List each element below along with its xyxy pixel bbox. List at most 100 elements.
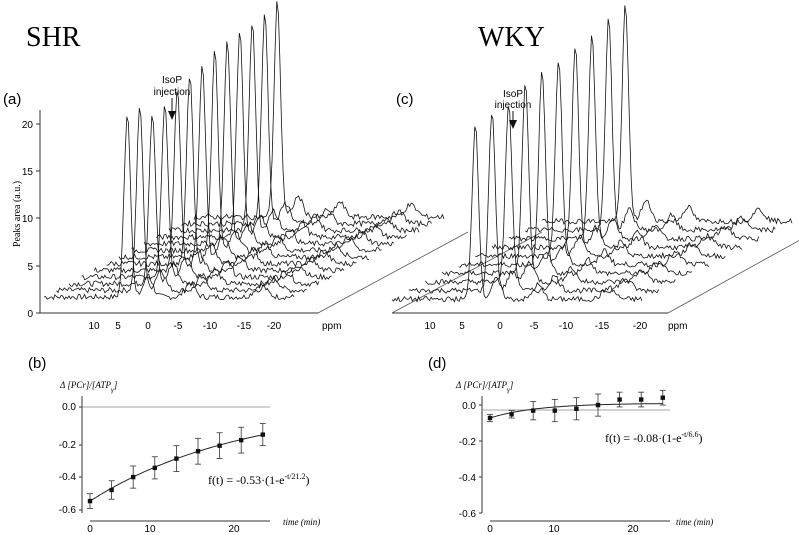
xtick-label-b: 0 [87, 524, 93, 535]
data-point [174, 456, 179, 461]
spectrum-trace [525, 18, 776, 234]
data-point [131, 474, 136, 480]
injection-arrowhead-a [168, 111, 176, 120]
ytick-label-b: -0.6 [59, 505, 77, 516]
spectrum-trace [81, 106, 332, 281]
xtick-label-a: 5 [115, 321, 121, 332]
xtick-label-a: 0 [145, 321, 151, 332]
data-point [217, 443, 222, 448]
ytick-label-b: 0.0 [62, 402, 76, 413]
ytick-label-b: -0.4 [59, 472, 77, 483]
data-point [152, 465, 157, 471]
kinetics-xlabel-b: time (min) [283, 517, 320, 527]
data-point [195, 449, 201, 454]
xtick-label-a: 10 [88, 321, 100, 332]
xtick-label-c: 5 [459, 321, 465, 332]
kinetics-ylabel-b: Δ [PCr]/[ATPγ] [59, 380, 118, 394]
xtick-label-c: -5 [530, 321, 539, 332]
fit-formula-b: f(t) = -0.53·(1-e-t/21.2) [208, 472, 310, 487]
spectrum-trace [458, 72, 710, 268]
data-point [260, 432, 265, 437]
isop-annotation-a-line2: injection [154, 87, 191, 98]
ytick-label-a: 5 [27, 262, 33, 273]
xtick-label-d: 10 [548, 524, 560, 535]
ytick-label-a: 0 [27, 309, 33, 320]
panel-label-a: (a) [3, 91, 21, 108]
kinetics-xlabel-d: time (min) [676, 517, 713, 527]
xtick-label-b: 10 [144, 524, 156, 535]
spectrum-trace [106, 78, 357, 268]
xtick-label-a: -20 [267, 321, 282, 332]
depth-axis-c-right [667, 240, 799, 314]
kinetics-panel-wky: Δ [PCr]/[ATPγ] 0.0 -0.2 -0.4 -0.6 0 10 2… [455, 380, 713, 535]
xtick-label-c: -20 [633, 321, 648, 332]
spectrum-trace [68, 116, 320, 288]
spectra-panel-wky: 10 5 0 -5 -10 -15 -20 ppm IsoP injection [391, 5, 799, 332]
data-point [660, 395, 665, 400]
spectrum-trace [475, 62, 726, 260]
data-point [531, 408, 536, 413]
data-point [595, 402, 601, 408]
isop-annotation-c-line2: injection [495, 100, 532, 111]
fit-formula-d: f(t) = -0.08·(1-e-t/6.6) [605, 430, 703, 445]
spectra-traces-shr [43, 1, 445, 301]
spectrum-trace [441, 85, 693, 277]
xtick-label-a: -15 [237, 321, 252, 332]
xtick-label-c: -10 [559, 321, 574, 332]
ytick-label-a: 15 [22, 167, 34, 178]
data-point [552, 408, 557, 413]
header-shr: SHR [26, 22, 81, 53]
xtick-label-a: -5 [174, 321, 183, 332]
spectra-panel-shr: Peaks area (a.u.) 0 5 10 15 20 10 5 0 -5… [12, 1, 469, 332]
depth-axis-a [317, 231, 469, 314]
spectrum-trace [491, 48, 743, 251]
ytick-label-b: -0.2 [59, 440, 77, 451]
spectrum-trace [391, 126, 643, 303]
data-point [487, 415, 493, 421]
spectra-traces-wky [391, 5, 793, 303]
isop-annotation-a-line1: IsoP [162, 75, 182, 86]
data-point [639, 397, 644, 402]
spectrum-trace [56, 108, 307, 294]
panel-label-d: (d) [428, 355, 446, 372]
ytick-label-d: 0.0 [462, 401, 476, 412]
xtick-label-c: 0 [497, 321, 503, 332]
data-point [574, 406, 579, 411]
xtick-label-a: -10 [203, 321, 218, 332]
spectrum-trace [541, 5, 793, 225]
ytick-label-a: 10 [22, 214, 34, 225]
kinetics-data-shr [87, 423, 266, 509]
spectrum-trace [181, 14, 432, 228]
data-point [87, 498, 93, 504]
ytick-label-d: -0.6 [459, 509, 477, 520]
spectrum-trace [424, 106, 676, 286]
kinetics-panel-shr: Δ [PCr]/[ATPγ] 0.0 -0.2 -0.4 -0.6 0 10 2… [59, 380, 320, 535]
panel-label-c: (c) [396, 91, 414, 108]
xtick-label-d: 20 [627, 524, 639, 535]
spectrum-trace [93, 91, 345, 274]
injection-arrowhead-c [509, 120, 517, 129]
ytick-label-a: 20 [22, 120, 34, 131]
spectrum-trace [43, 116, 295, 301]
spectrum-trace [143, 41, 395, 247]
spectrum-trace [193, 1, 445, 221]
header-wky: WKY [478, 22, 545, 53]
kinetics-ylabel-d: Δ [PCr]/[ATPγ] [455, 380, 514, 394]
ytick-label-d: -0.2 [459, 437, 477, 448]
data-point [109, 487, 114, 493]
isop-annotation-c-line1: IsoP [503, 89, 523, 100]
data-point [617, 397, 622, 402]
xtick-label-b: 20 [228, 524, 240, 535]
xtick-label-c: -15 [595, 321, 610, 332]
data-point [239, 437, 244, 443]
spectrum-trace [408, 114, 660, 294]
xtick-label-c: 10 [424, 321, 436, 332]
panel-label-b: (b) [28, 355, 46, 372]
spectrum-trace [508, 35, 760, 242]
spectrum-trace [131, 51, 382, 255]
xunit-label-a: ppm [322, 321, 341, 332]
xtick-label-d: 0 [487, 524, 493, 535]
data-point [509, 412, 514, 417]
ytick-label-d: -0.4 [459, 473, 477, 484]
